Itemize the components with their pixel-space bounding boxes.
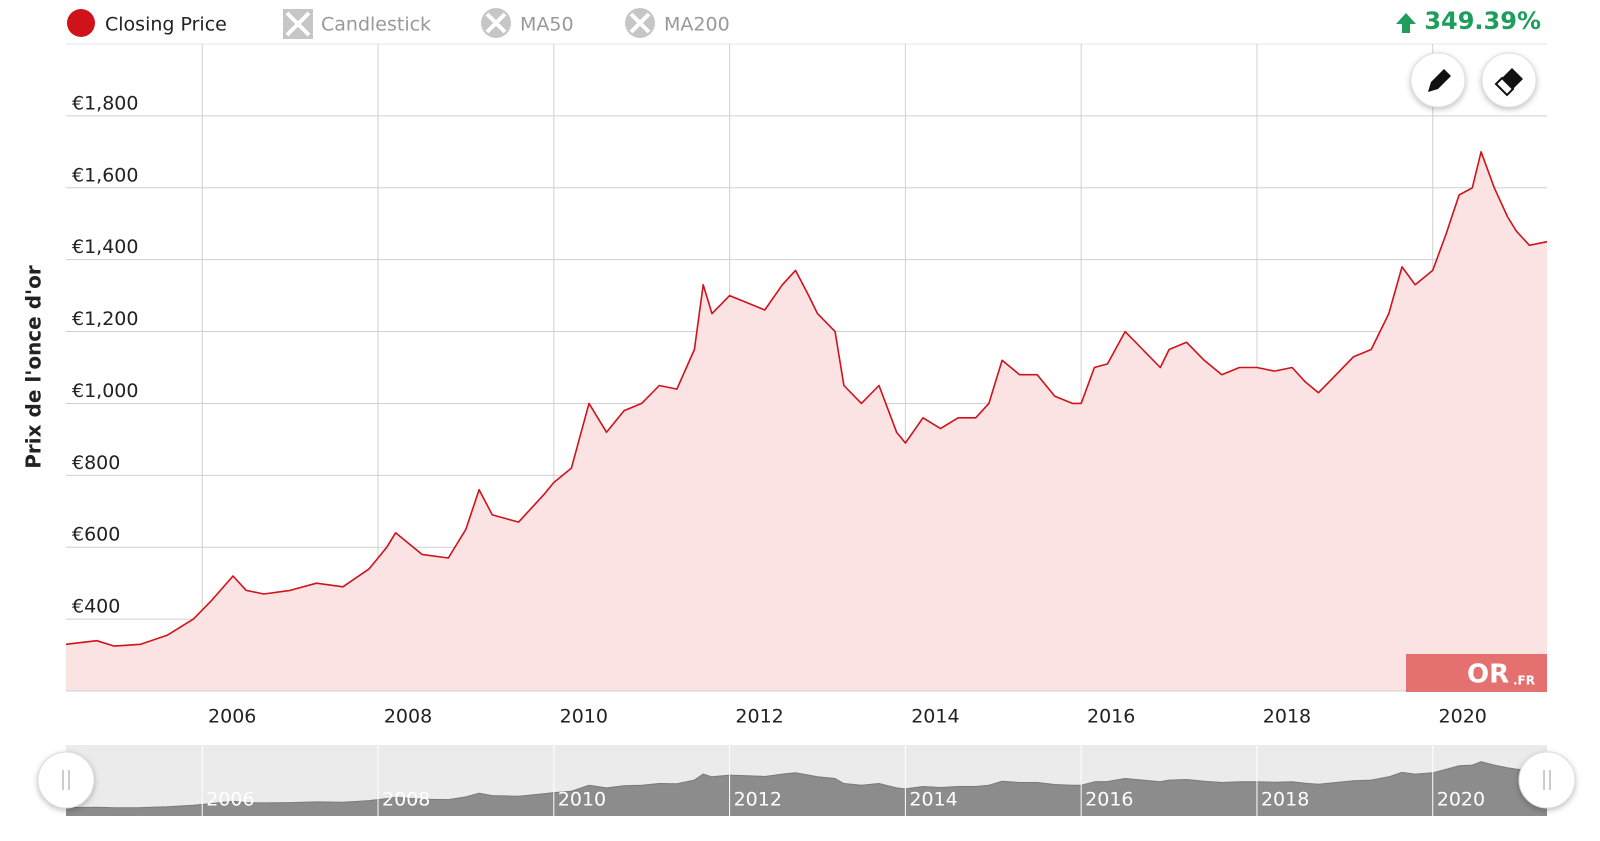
- x-tick-label: 2012: [735, 706, 783, 728]
- navigator-handle[interactable]: [37, 751, 95, 809]
- price-line: [65, 151, 1548, 647]
- y-tick-label: €1,400: [72, 236, 138, 258]
- navigator-handle[interactable]: [1518, 751, 1576, 809]
- navigator-tick-label: 2018: [1261, 789, 1309, 811]
- y-tick-label: €1,200: [72, 308, 138, 330]
- x-tick-label: 2006: [208, 706, 256, 728]
- legend-inactive[interactable]: MA50: [520, 14, 574, 36]
- change-arrow: [1396, 13, 1416, 33]
- y-tick-label: €600: [72, 524, 120, 546]
- legend-inactive[interactable]: MA200: [664, 14, 730, 36]
- logo-suffix: .FR: [1513, 674, 1535, 688]
- plot: €200€400€600€800€1,000€1,200€1,400€1,600…: [65, 43, 1548, 728]
- y-tick-label: €800: [72, 452, 120, 474]
- navigator-tick-label: 2012: [734, 789, 782, 811]
- navigator-tick-label: 2016: [1085, 789, 1133, 811]
- navigator-tick-label: 2020: [1437, 789, 1485, 811]
- handle-circle: [1518, 751, 1576, 809]
- logo-box: [1406, 654, 1547, 692]
- logo: OR: [1467, 660, 1509, 690]
- x-tick-label: 2008: [384, 706, 432, 728]
- legend-active[interactable]: Closing Price: [105, 14, 227, 36]
- area-fill: [66, 761, 1547, 816]
- tool-buttons[interactable]: [1410, 52, 1537, 108]
- legend-inactive-icons: [283, 8, 655, 39]
- legend-inactive[interactable]: Candlestick: [321, 14, 431, 36]
- price-line: [65, 761, 1548, 809]
- x-tick-label: 2018: [1263, 706, 1311, 728]
- navigator-tick-label: 2006: [206, 789, 254, 811]
- y-tick-label: €400: [72, 596, 120, 618]
- change-badge: 349.39%: [1424, 7, 1541, 35]
- area-fill: [66, 151, 1547, 692]
- navigator-tick-label: 2008: [382, 789, 430, 811]
- y-axis-label: Prix de l'once d'or: [22, 265, 46, 469]
- legend-swatch[interactable]: [67, 9, 95, 37]
- y-tick-label: €1,800: [72, 92, 138, 114]
- y-tick-label: €1,600: [72, 164, 138, 186]
- navigator: 2006 2008 2010 2012 2014 2016 2018 2020: [37, 745, 1576, 816]
- y-tick-label: €1,000: [72, 380, 138, 402]
- handle-circle: [37, 751, 95, 809]
- navigator-tick-label: 2014: [909, 789, 957, 811]
- x-tick-label: 2020: [1439, 706, 1487, 728]
- handle-grip: [1543, 770, 1551, 790]
- x-tick-label: 2014: [911, 706, 959, 728]
- x-tick-label: 2016: [1087, 706, 1135, 728]
- handle-grip: [62, 770, 70, 790]
- navigator-tick-label: 2010: [558, 789, 606, 811]
- x-tick-label: 2010: [560, 706, 608, 728]
